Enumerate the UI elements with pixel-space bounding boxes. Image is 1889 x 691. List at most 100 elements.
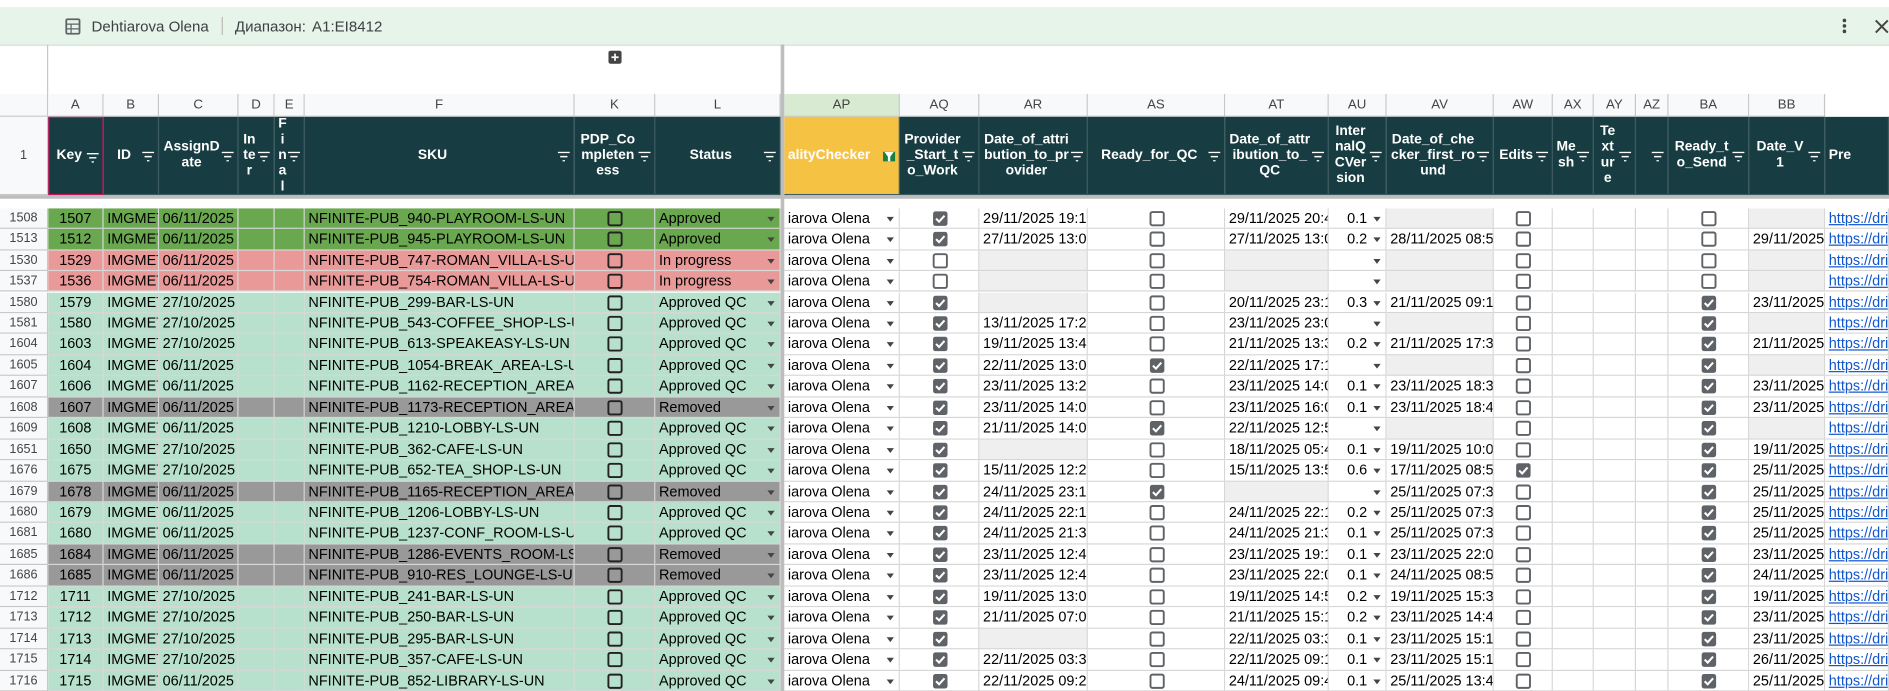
checkbox[interactable] bbox=[932, 589, 948, 605]
dropdown-arrow[interactable] bbox=[767, 594, 775, 600]
checkbox[interactable] bbox=[932, 231, 948, 247]
checkbox[interactable] bbox=[607, 336, 623, 353]
dropdown-arrow[interactable] bbox=[886, 237, 894, 243]
dropdown-arrow[interactable] bbox=[886, 636, 894, 642]
checkbox[interactable] bbox=[1515, 673, 1532, 689]
checkbox[interactable] bbox=[607, 652, 623, 668]
checkbox[interactable] bbox=[1148, 547, 1165, 563]
checkbox[interactable] bbox=[1148, 610, 1165, 626]
filter-icon[interactable] bbox=[1536, 151, 1549, 162]
filter-icon[interactable] bbox=[1576, 151, 1590, 162]
filter-icon[interactable] bbox=[86, 152, 99, 163]
checkbox[interactable] bbox=[1515, 547, 1532, 563]
dropdown-arrow[interactable] bbox=[1373, 468, 1381, 474]
dropdown-arrow[interactable] bbox=[1373, 258, 1381, 264]
checkbox[interactable] bbox=[932, 652, 948, 668]
dropdown-arrow[interactable] bbox=[767, 342, 775, 348]
checkbox[interactable] bbox=[607, 315, 623, 332]
dropdown-arrow[interactable] bbox=[767, 552, 775, 558]
checkbox[interactable] bbox=[1515, 336, 1532, 353]
filter-icon[interactable] bbox=[1208, 151, 1221, 162]
dropdown-arrow[interactable] bbox=[886, 615, 894, 621]
dropdown-arrow[interactable] bbox=[1373, 615, 1381, 621]
checkbox[interactable] bbox=[1515, 252, 1532, 269]
checkbox[interactable] bbox=[1148, 441, 1165, 458]
link-cell[interactable]: https://driv bbox=[1825, 502, 1889, 524]
dropdown-arrow[interactable] bbox=[767, 426, 775, 432]
checkbox[interactable] bbox=[1701, 210, 1717, 226]
dropdown-arrow[interactable] bbox=[886, 426, 894, 432]
checkbox[interactable] bbox=[1701, 421, 1717, 437]
checkbox[interactable] bbox=[1148, 252, 1165, 269]
checkbox[interactable] bbox=[1515, 294, 1532, 311]
checkbox[interactable] bbox=[607, 526, 623, 542]
filter-icon[interactable] bbox=[1369, 151, 1382, 162]
checkbox[interactable] bbox=[1701, 568, 1717, 584]
user-name[interactable]: Dehtiarova Olena bbox=[91, 18, 209, 35]
link-cell[interactable]: https://driv bbox=[1825, 523, 1889, 545]
checkbox[interactable] bbox=[1148, 273, 1165, 290]
filter-icon[interactable] bbox=[1311, 151, 1324, 162]
checkbox[interactable] bbox=[1701, 631, 1717, 647]
checkbox[interactable] bbox=[607, 273, 623, 290]
checkbox[interactable] bbox=[1701, 610, 1717, 626]
checkbox[interactable] bbox=[932, 526, 948, 542]
link-cell[interactable]: https://driv bbox=[1825, 607, 1889, 629]
dropdown-arrow[interactable] bbox=[1373, 216, 1381, 222]
dropdown-arrow[interactable] bbox=[767, 216, 775, 222]
checkbox[interactable] bbox=[1148, 652, 1165, 668]
checkbox[interactable] bbox=[607, 357, 623, 374]
range-value[interactable]: A1:EI8412 bbox=[312, 18, 383, 35]
dropdown-arrow[interactable] bbox=[767, 510, 775, 516]
checkbox[interactable] bbox=[932, 316, 948, 332]
checkbox[interactable] bbox=[932, 252, 948, 269]
link-cell[interactable]: https://driv bbox=[1825, 208, 1889, 230]
dropdown-arrow[interactable] bbox=[886, 573, 894, 579]
checkbox[interactable] bbox=[1515, 441, 1532, 458]
checkbox[interactable] bbox=[1516, 463, 1532, 479]
checkbox[interactable] bbox=[607, 483, 623, 500]
checkbox[interactable] bbox=[1515, 357, 1532, 374]
dropdown-arrow[interactable] bbox=[767, 636, 775, 642]
checkbox[interactable] bbox=[1149, 358, 1165, 374]
checkbox[interactable] bbox=[1148, 315, 1165, 332]
checkbox[interactable] bbox=[1148, 505, 1165, 521]
link-cell[interactable]: https://driv bbox=[1825, 271, 1889, 293]
checkbox[interactable] bbox=[1701, 442, 1717, 458]
checkbox[interactable] bbox=[1148, 526, 1165, 542]
checkbox[interactable] bbox=[1515, 378, 1532, 395]
checkbox[interactable] bbox=[1148, 399, 1165, 416]
dropdown-arrow[interactable] bbox=[886, 594, 894, 600]
filter-icon[interactable] bbox=[883, 151, 896, 162]
filter-icon[interactable] bbox=[221, 151, 234, 162]
link-cell[interactable]: https://driv bbox=[1825, 292, 1889, 314]
dropdown-arrow[interactable] bbox=[767, 405, 775, 411]
filter-icon[interactable] bbox=[1619, 151, 1632, 162]
dropdown-arrow[interactable] bbox=[767, 237, 775, 243]
dropdown-arrow[interactable] bbox=[767, 678, 775, 684]
dropdown-arrow[interactable] bbox=[767, 489, 775, 495]
link-cell[interactable]: https://driv bbox=[1825, 649, 1889, 671]
checkbox[interactable] bbox=[1701, 526, 1717, 542]
dropdown-arrow[interactable] bbox=[886, 531, 894, 537]
checkbox[interactable] bbox=[1701, 589, 1717, 605]
dropdown-arrow[interactable] bbox=[1373, 573, 1381, 579]
checkbox[interactable] bbox=[1701, 484, 1717, 500]
dropdown-arrow[interactable] bbox=[767, 258, 775, 264]
checkbox[interactable] bbox=[1148, 631, 1165, 647]
checkbox[interactable] bbox=[1701, 673, 1717, 689]
checkbox[interactable] bbox=[932, 610, 948, 626]
dropdown-arrow[interactable] bbox=[1373, 300, 1381, 306]
checkbox[interactable] bbox=[932, 568, 948, 584]
checkbox[interactable] bbox=[607, 420, 623, 437]
checkbox[interactable] bbox=[932, 210, 948, 226]
checkbox[interactable] bbox=[1701, 231, 1717, 247]
dropdown-arrow[interactable] bbox=[767, 363, 775, 369]
checkbox[interactable] bbox=[932, 673, 948, 689]
checkbox[interactable] bbox=[1515, 589, 1532, 605]
dropdown-arrow[interactable] bbox=[1373, 237, 1381, 243]
link-cell[interactable]: https://driv bbox=[1825, 250, 1889, 272]
checkbox[interactable] bbox=[932, 484, 948, 500]
checkbox[interactable] bbox=[607, 589, 623, 605]
dropdown-arrow[interactable] bbox=[1373, 363, 1381, 369]
